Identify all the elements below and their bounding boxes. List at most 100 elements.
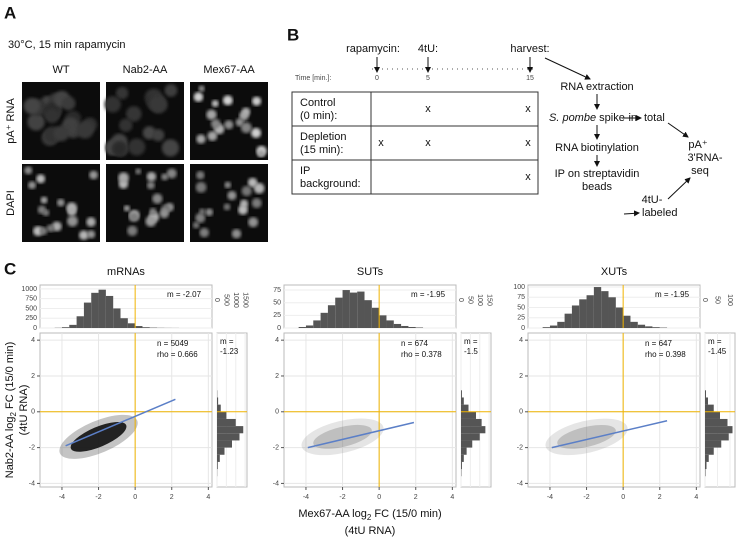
stat-m: -1.45 — [708, 347, 727, 356]
x-axis-label: (4tU RNA) — [345, 525, 396, 537]
time-tick: 0 — [375, 75, 379, 82]
y-tick-label: -2 — [29, 444, 35, 451]
stat-m: m = — [220, 337, 234, 346]
y-tick-label: 2 — [31, 373, 35, 380]
cell — [207, 131, 218, 141]
stat-rho: rho = 0.666 — [157, 350, 198, 359]
y-axis-label: Nab2-AA log2 FC (15/0 min) — [4, 342, 18, 479]
x-tick-label: 1000 — [232, 292, 239, 308]
plot-area — [39, 332, 213, 488]
hist-bar — [461, 426, 486, 434]
hist-bar — [586, 295, 594, 328]
hist-bar — [579, 299, 587, 328]
panel-label: A — [4, 3, 16, 22]
y-tick-label: 100 — [513, 284, 525, 291]
cell — [149, 95, 166, 112]
event: 4tU: — [418, 43, 438, 55]
species: S. pombe — [549, 112, 596, 124]
cell — [161, 173, 169, 181]
hist-bar — [571, 305, 580, 328]
cell — [251, 198, 262, 209]
cell — [42, 209, 50, 217]
cell — [210, 118, 221, 129]
hist-bar — [630, 321, 638, 328]
hist-bar — [69, 324, 77, 328]
stat-n: n = 647 — [645, 339, 672, 348]
x-tick-label: 500 — [223, 294, 230, 306]
cell — [111, 141, 127, 157]
hist-bar — [705, 404, 714, 412]
hist-bar — [705, 447, 714, 455]
hist-bar — [313, 320, 321, 328]
cell — [251, 127, 262, 138]
hist-bar — [705, 454, 709, 462]
hist-bar — [98, 289, 106, 328]
arrow — [667, 177, 691, 200]
x-tick-label: 0 — [457, 298, 464, 302]
x-tick-label: 100 — [476, 294, 483, 306]
hist-bar — [461, 390, 462, 398]
axis-sub: 2 — [9, 411, 18, 416]
x-tick-label: -2 — [583, 494, 589, 501]
hist-bar — [357, 291, 365, 328]
x-tick-label: -4 — [303, 494, 309, 501]
flow-step: pA⁺ — [688, 139, 707, 151]
hist-bar — [217, 440, 232, 448]
flow-step: RNA extraction — [560, 81, 633, 93]
chart-title: XUTs — [601, 266, 628, 278]
cell — [23, 97, 41, 115]
hist-bar — [705, 426, 733, 434]
cell — [135, 168, 142, 175]
hist-bar — [335, 297, 343, 328]
x-tick-label: 100 — [726, 294, 733, 306]
hist-bar — [461, 418, 482, 427]
arrow — [623, 210, 640, 217]
hist-bar — [564, 313, 572, 328]
hist-bar — [217, 411, 227, 419]
y-tick-label: 750 — [25, 296, 37, 303]
stat-rho: rho = 0.398 — [645, 350, 686, 359]
fit-line — [551, 420, 668, 449]
cell — [241, 107, 251, 117]
y-tick-label: 0 — [275, 409, 279, 416]
y-tick-label: 2 — [275, 373, 279, 380]
point-cloud — [70, 421, 127, 452]
hist-bar — [349, 292, 358, 328]
hist-bar — [76, 316, 84, 328]
cell — [149, 207, 157, 216]
cell — [126, 106, 142, 122]
table — [291, 91, 539, 195]
y-tick-label: 1000 — [21, 286, 37, 293]
hist-bar — [105, 295, 114, 328]
x-tick-label: 2 — [414, 494, 418, 501]
fit-line — [307, 421, 415, 449]
x-tick-label: 50 — [714, 296, 721, 304]
cell — [24, 166, 33, 175]
hist-bar — [461, 433, 480, 441]
cell — [146, 181, 155, 190]
cell — [222, 95, 233, 106]
hist-bar — [386, 320, 394, 328]
stat-m: -1.23 — [220, 347, 239, 356]
hist-bar — [461, 454, 464, 462]
y-axis-label: (4tU RNA) — [18, 385, 30, 436]
hist-bar — [298, 326, 306, 328]
cell — [118, 118, 133, 133]
time-tick: 15 — [526, 75, 534, 82]
row-label: (15 min): — [300, 144, 343, 156]
hist-bar — [461, 411, 476, 419]
hist-bar — [217, 461, 218, 470]
hist-bar — [371, 307, 380, 328]
cell — [248, 217, 259, 228]
stat-m: m = — [464, 337, 478, 346]
cell — [164, 84, 178, 97]
plot-area — [527, 332, 701, 488]
sample-mark: x — [525, 137, 531, 149]
hist-bar — [127, 323, 136, 328]
hist-bar — [705, 469, 706, 477]
y-tick-label: 500 — [25, 305, 37, 312]
y-tick-label: 25 — [273, 312, 281, 319]
hist-bar — [608, 297, 616, 328]
sample-mark: x — [525, 103, 531, 115]
cell — [211, 100, 219, 108]
